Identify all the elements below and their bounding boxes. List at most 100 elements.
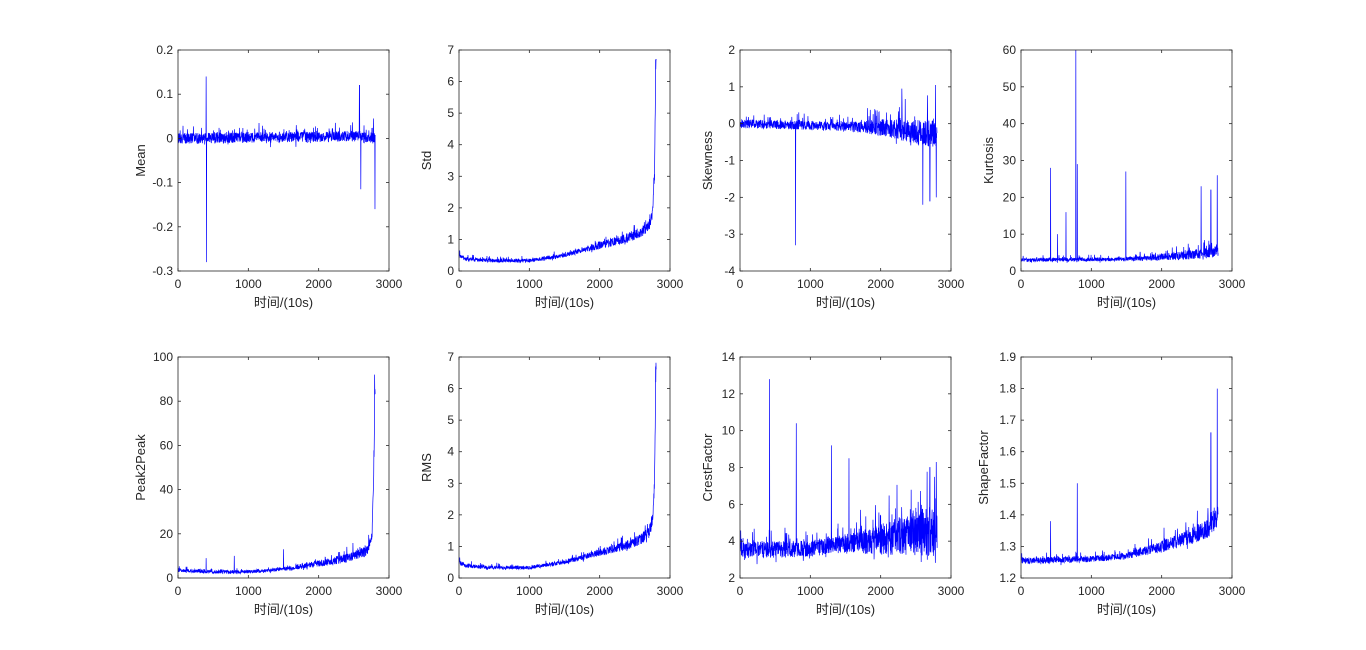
chart-5-peak2peak-ylabel: Peak2Peak — [133, 434, 148, 501]
chart-5-peak2peak-xtick-label: 3000 — [376, 584, 403, 598]
chart-6-rms-ytick-label: 3 — [447, 476, 454, 490]
chart-8-shapefactor-ytick-label: 1.9 — [999, 350, 1016, 364]
chart-2-std-series-line — [459, 58, 657, 264]
chart-1-mean-ytick-label: -0.1 — [152, 176, 173, 190]
chart-3-skewness-ytick-label: -3 — [724, 227, 735, 241]
chart-3-skewness-ylabel: Skewness — [700, 130, 715, 190]
chart-4-kurtosis-ytick-label: 50 — [1003, 80, 1017, 94]
chart-4-kurtosis-ytick-label: 20 — [1003, 190, 1017, 204]
chart-5-peak2peak-xlabel: 时间/(10s) — [254, 602, 313, 617]
chart-4-kurtosis-ytick-label: 40 — [1003, 117, 1017, 131]
chart-2-std-ytick-label: 3 — [447, 169, 454, 183]
chart-8-shapefactor-ytick-label: 1.6 — [999, 445, 1016, 459]
chart-1-mean-xlabel: 时间/(10s) — [254, 295, 313, 310]
chart-4-kurtosis-ytick-label: 60 — [1003, 43, 1017, 57]
chart-6-rms-ytick-label: 6 — [447, 382, 454, 396]
chart-3-skewness-ytick-label: -4 — [724, 264, 735, 278]
chart-4-kurtosis-series-line — [1021, 50, 1219, 263]
chart-8-shapefactor-xtick-label: 2000 — [1148, 584, 1175, 598]
chart-2-std-ytick-label: 6 — [447, 75, 454, 89]
chart-7-crestfactor-ylabel: CrestFactor — [700, 433, 715, 502]
chart-3-skewness-xtick-label: 1000 — [797, 277, 824, 291]
chart-5-peak2peak-ytick-label: 20 — [160, 527, 174, 541]
chart-1-mean-series-line — [178, 76, 376, 263]
chart-6-rms-xtick-label: 3000 — [657, 584, 684, 598]
chart-8-shapefactor-series-line — [1021, 388, 1219, 566]
chart-6-rms-axes-box — [458, 356, 671, 579]
chart-5-peak2peak-xtick-label: 1000 — [235, 584, 262, 598]
chart-4-kurtosis-xtick-label: 0 — [1018, 277, 1025, 291]
chart-1-mean-xtick-label: 3000 — [376, 277, 403, 291]
chart-6-rms-xtick-label: 1000 — [516, 584, 543, 598]
chart-7-crestfactor-ytick-label: 6 — [728, 497, 735, 511]
chart-6-rms-xtick-label: 0 — [456, 584, 463, 598]
chart-8-shapefactor-ytick-label: 1.2 — [999, 571, 1016, 585]
chart-6-rms-ytick-label: 0 — [447, 571, 454, 585]
chart-7-crestfactor-xtick-label: 0 — [737, 584, 744, 598]
chart-3-skewness-series-line — [740, 84, 938, 246]
chart-5-peak2peak-ytick-label: 60 — [160, 438, 174, 452]
chart-7-crestfactor-xtick-label: 2000 — [867, 584, 894, 598]
chart-2-std-axes-box — [458, 49, 671, 272]
chart-7-crestfactor-ytick-label: 4 — [728, 534, 735, 548]
chart-3-skewness-ytick-label: 1 — [728, 80, 735, 94]
chart-2-std-xtick-label: 1000 — [516, 277, 543, 291]
chart-8-shapefactor-ytick-label: 1.3 — [999, 539, 1016, 553]
chart-4-kurtosis-xtick-label: 1000 — [1078, 277, 1105, 291]
chart-1-mean-panel: 0 1000 2000 3000 -0.3 -0.2 -0.1 0 0.1 0.2 时间/(10s)… — [133, 43, 403, 310]
chart-6-rms-xtick-label: 2000 — [586, 584, 613, 598]
chart-6-rms-ytick-label: 2 — [447, 508, 454, 522]
chart-8-shapefactor-ytick-label: 1.7 — [999, 413, 1016, 427]
chart-1-mean-ylabel: Mean — [133, 144, 148, 177]
chart-8-shapefactor-xtick-label: 1000 — [1078, 584, 1105, 598]
chart-2-std-ytick-label: 0 — [447, 264, 454, 278]
chart-2-std-ytick-label: 4 — [447, 138, 454, 152]
chart-3-skewness-ytick-label: 2 — [728, 43, 735, 57]
chart-1-mean-xtick-label: 2000 — [305, 277, 332, 291]
chart-3-skewness-ytick-label: -2 — [724, 190, 735, 204]
chart-2-std-ylabel: Std — [419, 151, 434, 171]
chart-2-std-xtick-label: 3000 — [657, 277, 684, 291]
chart-3-skewness-xtick-label: 3000 — [938, 277, 965, 291]
chart-5-peak2peak-ytick-label: 100 — [153, 350, 173, 364]
chart-2-std-xtick-label: 0 — [456, 277, 463, 291]
chart-1-mean-xtick-label: 1000 — [235, 277, 262, 291]
chart-2-std-ytick-label: 2 — [447, 201, 454, 215]
chart-7-crestfactor-ytick-label: 2 — [728, 571, 735, 585]
chart-7-crestfactor-xtick-label: 3000 — [938, 584, 965, 598]
chart-2-std-xlabel: 时间/(10s) — [535, 295, 594, 310]
chart-6-rms-ytick-label: 7 — [447, 350, 454, 364]
chart-6-rms-panel: 0 1000 2000 3000 0 1 2 3 4 5 6 7 时间/(10s) RMS — [419, 350, 684, 617]
chart-7-crestfactor-panel: 0 1000 2000 3000 2 4 6 8 10 12 14 时间/(10s) CrestFact… — [700, 350, 965, 617]
chart-3-skewness-xtick-label: 0 — [737, 277, 744, 291]
chart-5-peak2peak-axes-box — [177, 356, 390, 579]
chart-5-peak2peak-xtick-label: 0 — [175, 584, 182, 598]
chart-8-shapefactor-panel: 0 1000 2000 3000 1.2 1.3 1.4 1.5 1.6 1.7 1.8 1.9 时间/… — [976, 350, 1246, 617]
chart-4-kurtosis-ylabel: Kurtosis — [981, 137, 996, 184]
chart-8-shapefactor-xtick-label: 0 — [1018, 584, 1025, 598]
chart-8-shapefactor-ytick-label: 1.8 — [999, 382, 1016, 396]
chart-8-shapefactor-ytick-label: 1.4 — [999, 508, 1016, 522]
chart-4-kurtosis-ytick-label: 10 — [1003, 227, 1017, 241]
chart-2-std-panel: 0 1000 2000 3000 0 1 2 3 4 5 6 7 时间/(10s) Std — [419, 43, 684, 310]
chart-3-skewness-xlabel: 时间/(10s) — [816, 295, 875, 310]
chart-5-peak2peak-ytick-label: 0 — [166, 571, 173, 585]
chart-2-std-ytick-label: 5 — [447, 106, 454, 120]
chart-8-shapefactor-axes-box — [1020, 356, 1233, 579]
chart-5-peak2peak-ytick-label: 80 — [160, 394, 174, 408]
chart-8-shapefactor-xtick-label: 3000 — [1219, 584, 1246, 598]
chart-8-shapefactor-ylabel: ShapeFactor — [976, 430, 991, 505]
chart-6-rms-ylabel: RMS — [419, 453, 434, 482]
chart-6-rms-ytick-label: 5 — [447, 413, 454, 427]
chart-7-crestfactor-ytick-label: 14 — [722, 350, 736, 364]
chart-6-rms-ytick-label: 4 — [447, 445, 454, 459]
chart-7-crestfactor-ytick-label: 12 — [722, 387, 736, 401]
chart-7-crestfactor-xlabel: 时间/(10s) — [816, 602, 875, 617]
chart-8-shapefactor-ytick-label: 1.5 — [999, 476, 1016, 490]
chart-5-peak2peak-ytick-label: 40 — [160, 483, 174, 497]
chart-3-skewness-axes-box — [739, 49, 952, 272]
chart-4-kurtosis-axes-box — [1020, 49, 1233, 272]
chart-2-std-ytick-label: 7 — [447, 43, 454, 57]
chart-4-kurtosis-xlabel: 时间/(10s) — [1097, 295, 1156, 310]
